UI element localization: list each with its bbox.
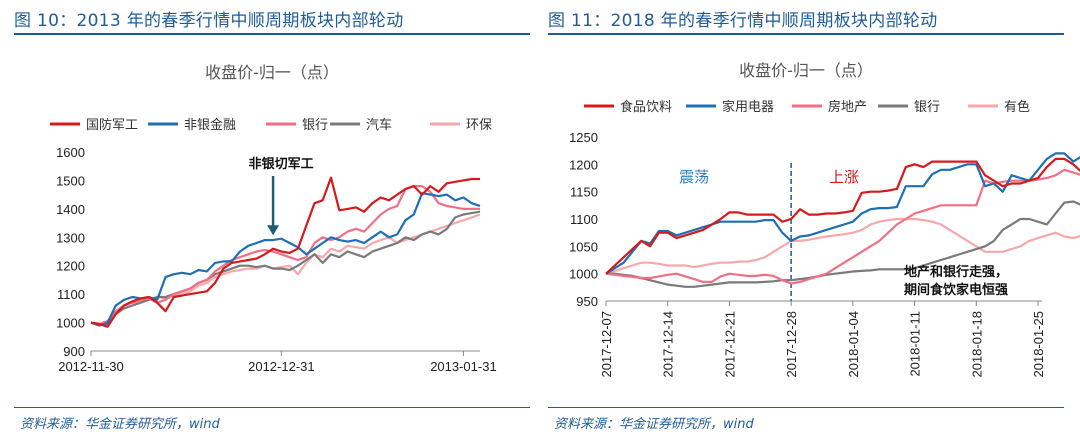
legend-label: 有色 xyxy=(1004,99,1030,115)
figure-11-title-rule xyxy=(548,33,1064,35)
legend-label: 非银金融 xyxy=(184,117,236,133)
chart-11-series xyxy=(605,152,1080,288)
legend-label: 环保 xyxy=(466,118,492,133)
x-tick-label: 2013-01-31 xyxy=(430,359,497,374)
legend-label: 国防军工 xyxy=(86,117,138,133)
legend-label: 银行 xyxy=(302,118,328,133)
chart-10-series xyxy=(90,176,481,328)
x-tick-label: 2017-12-28 xyxy=(784,311,799,378)
chart-10-annotation: 非银切军工 xyxy=(249,156,314,236)
annotation-arrow-head xyxy=(267,225,280,236)
x-tick-label: 2018-01-18 xyxy=(969,311,984,378)
x-tick-label: 2018-01-11 xyxy=(908,311,923,377)
y-tick-label: 1250 xyxy=(569,130,598,145)
y-tick-label: 1400 xyxy=(56,202,85,217)
series-line-家用电器 xyxy=(605,152,1080,275)
y-tick-label: 1500 xyxy=(56,173,85,188)
x-tick-label: 2012-12-31 xyxy=(248,359,315,374)
legend-label: 食品饮料 xyxy=(620,99,672,115)
series-line-有色 xyxy=(605,217,1080,275)
annotation-note-line: 期间食饮家电恒强 xyxy=(904,282,1008,298)
series-line-国防军工 xyxy=(90,176,480,328)
series-line-汽车 xyxy=(90,210,481,327)
annotation-label: 非银切军工 xyxy=(249,156,314,172)
y-tick-label: 1300 xyxy=(56,230,85,245)
figure-11-title: 图 11：2018 年的春季行情中顺周期板块内部轮动 xyxy=(548,11,938,31)
chart-11-legend: 食品饮料 家用电器 房地产 银行 有色 xyxy=(584,99,1030,115)
x-tick-label: 2018-01-04 xyxy=(846,311,861,378)
series-line-食品饮料 xyxy=(605,157,1080,275)
phase-label: 上涨 xyxy=(829,168,859,186)
chart-11-title: 收盘价-归一（点） xyxy=(739,61,873,80)
figure-10-source-rule xyxy=(14,407,530,408)
y-tick-label: 1000 xyxy=(569,267,598,282)
y-tick-label: 1100 xyxy=(57,287,85,302)
legend-label: 房地产 xyxy=(828,99,867,115)
figure-11-source-rule xyxy=(548,407,1064,408)
y-tick-label: 1150 xyxy=(570,185,598,200)
x-tick-label: 2017-12-21 xyxy=(722,311,737,378)
figure-11-panel: 图 11：2018 年的春季行情中顺周期板块内部轮动 收盘价-归一（点） 食品饮… xyxy=(548,0,1080,448)
legend-label: 汽车 xyxy=(366,117,392,133)
x-tick-label: 2012-11-30 xyxy=(58,359,124,374)
x-tick-label: 2017-12-14 xyxy=(661,311,676,378)
series-line-银行 xyxy=(606,200,1080,288)
y-tick-label: 1600 xyxy=(56,145,85,160)
y-tick-label: 1200 xyxy=(569,157,598,172)
chart-10-title: 收盘价-归一（点） xyxy=(205,63,339,82)
y-tick-label: 900 xyxy=(63,344,85,359)
legend-label: 家用电器 xyxy=(722,99,774,115)
figure-10-source: 资料来源：华金证券研究所，wind xyxy=(20,417,220,432)
chart-11-axes: 950 1000 1050 1100 1150 1200 1250 2017-12-07 201… xyxy=(569,130,1046,378)
figure-10-title: 图 10：2013 年的春季行情中顺周期板块内部轮动 xyxy=(14,11,404,31)
figure-10-title-rule xyxy=(14,33,530,35)
y-tick-label: 1000 xyxy=(56,316,85,331)
chart-10-legend: 国防军工 非银金融 银行 汽车 环保 xyxy=(50,117,492,133)
figure-11-source: 资料来源：华金证券研究所，wind xyxy=(554,417,754,432)
figure-10-panel: 图 10：2013 年的春季行情中顺周期板块内部轮动 收盘价-归一（点） 国防军… xyxy=(14,0,542,448)
figure-10-chart: 收盘价-归一（点） 国防军工 非银金融 银行 汽车 环保 900 1000 1100 1200… xyxy=(50,63,497,374)
annotation-note-line: 地产和银行走强， xyxy=(904,264,1008,280)
legend-label: 银行 xyxy=(914,100,940,115)
series-line-非银金融 xyxy=(90,192,481,327)
y-tick-label: 1050 xyxy=(569,239,598,254)
series-line-银行 xyxy=(90,185,480,326)
x-tick-label: 2018-01-25 xyxy=(1031,311,1046,378)
phase-label: 震荡 xyxy=(679,168,709,186)
x-tick-label: 2017-12-07 xyxy=(599,311,614,378)
y-tick-label: 950 xyxy=(576,294,598,309)
y-tick-label: 1200 xyxy=(56,259,85,274)
y-tick-label: 1100 xyxy=(570,212,598,227)
chart-10-axes: 900 1000 1100 1200 1300 1400 1500 1600 2012-11-3… xyxy=(56,145,497,374)
figure-11-chart: 收盘价-归一（点） 食品饮料 家用电器 房地产 银行 有色 950 1000 1050 110… xyxy=(569,61,1080,378)
